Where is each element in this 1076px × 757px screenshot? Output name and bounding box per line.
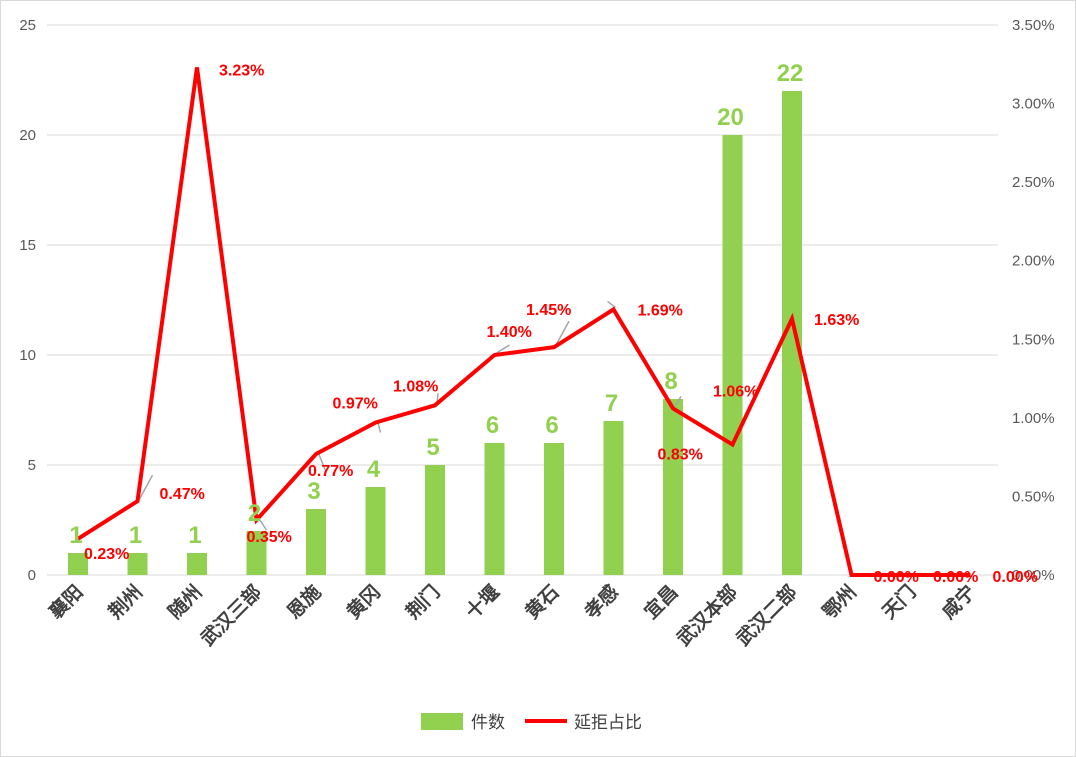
category-label: 孝感 (580, 580, 623, 623)
left-tick-label: 15 (19, 237, 36, 254)
line-data-label: 0.35% (247, 529, 292, 546)
right-tick-label: 1.50% (1012, 331, 1055, 348)
leader-line (555, 320, 570, 346)
line-data-label: 0.00% (874, 569, 919, 586)
line-data-label: 1.08% (393, 378, 438, 395)
category-label: 天门 (877, 580, 920, 623)
bar (544, 443, 564, 575)
right-tick-label: 0.50% (1012, 488, 1055, 505)
left-tick-label: 10 (19, 347, 36, 364)
left-tick-label: 25 (19, 17, 36, 34)
category-label: 武汉二部 (732, 580, 802, 650)
bar-data-label: 7 (605, 390, 618, 417)
category-label: 随州 (163, 580, 206, 623)
leader-line (607, 300, 616, 309)
bar-data-label: 2 (248, 500, 261, 527)
leader-line (496, 344, 510, 354)
right-tick-label: 0.00% (1012, 567, 1055, 584)
bar-data-label: 1 (188, 522, 201, 549)
bar-data-label: 1 (69, 522, 82, 549)
line-data-label: 0.23% (84, 546, 129, 563)
bar-data-label: 6 (486, 412, 499, 439)
line-data-label: 0.00% (933, 569, 978, 586)
line-data-label: 0.00% (993, 569, 1038, 586)
category-label: 鄂州 (819, 581, 861, 623)
bar (127, 553, 148, 575)
right-tick-label: 2.00% (1012, 253, 1055, 270)
bar (187, 553, 207, 575)
category-label: 武汉本部 (672, 580, 742, 650)
bar-data-label: 8 (664, 368, 677, 395)
category-label: 恩施 (282, 580, 325, 623)
bar-data-label: 22 (777, 60, 804, 87)
line-data-label: 3.23% (219, 62, 264, 79)
bar (722, 135, 743, 575)
bar (306, 509, 326, 575)
bar (603, 421, 624, 575)
leader-lines (138, 300, 682, 531)
bar-data-label: 5 (426, 434, 439, 461)
category-label: 宜昌 (639, 580, 682, 623)
category-label: 武汉三部 (196, 580, 266, 650)
line-data-label: 0.83% (658, 447, 703, 464)
line-path (76, 67, 971, 577)
legend[interactable]: 件数 延拒占比 (421, 713, 642, 733)
legend-bar-swatch (421, 713, 463, 730)
bar (246, 531, 267, 575)
line-data-label: 0.97% (333, 396, 378, 413)
bar-data-label: 6 (545, 412, 558, 439)
category-label: 荆州 (104, 580, 147, 623)
line-data-label: 1.06% (713, 383, 758, 400)
right-tick-label: 1.00% (1012, 410, 1055, 427)
left-tick-label: 0 (28, 567, 36, 584)
line-data-label: 1.40% (487, 324, 532, 341)
legend-line-label: 延拒占比 (574, 713, 642, 733)
line-data-label: 1.45% (526, 302, 571, 319)
category-label: 黄石 (520, 580, 563, 623)
category-label: 荆门 (401, 580, 444, 623)
category-label: 襄阳 (44, 580, 88, 624)
bar (68, 553, 88, 575)
category-label: 十堰 (461, 580, 504, 623)
line-data-label: 1.63% (814, 312, 859, 329)
leader-line (257, 517, 268, 531)
bar-data-label: 3 (307, 478, 320, 505)
right-axis: 0.00% 0.50% 1.00% 1.50% 2.00% 2.50% 3.00% 3.50% (1012, 17, 1055, 584)
bar (663, 399, 683, 575)
left-axis: 0 5 10 15 20 25 (19, 17, 36, 584)
line-data-label: 0.47% (160, 486, 205, 503)
bar-data-label: 20 (717, 104, 744, 131)
bar (425, 465, 445, 575)
line-data-label: 1.69% (638, 302, 683, 319)
bar (782, 91, 802, 575)
line-data-label: 0.77% (308, 463, 353, 480)
leader-line (674, 396, 682, 407)
line-data-labels: 0.23% 0.47% 3.23% 0.35% 0.77% 0.97% 1.08% 1.40%… (84, 62, 1038, 586)
right-tick-label: 3.50% (1012, 17, 1055, 34)
right-tick-label: 3.00% (1012, 96, 1055, 113)
category-label: 黄冈 (342, 580, 385, 623)
bar (484, 443, 505, 575)
category-label: 咸宁 (937, 580, 980, 623)
bar-data-label: 4 (367, 456, 381, 483)
bar-data-label: 1 (129, 522, 142, 549)
line-series (76, 67, 971, 577)
bar (365, 487, 386, 575)
right-tick-label: 2.50% (1012, 174, 1055, 191)
leader-line (317, 451, 327, 473)
leader-line (138, 474, 154, 500)
bar-series (68, 91, 802, 575)
left-tick-label: 20 (19, 127, 36, 144)
bar-data-labels: 1 1 1 2 3 4 5 6 6 7 8 20 22 (69, 60, 803, 549)
left-tick-label: 5 (28, 457, 36, 474)
legend-bar-label: 件数 (471, 713, 505, 733)
